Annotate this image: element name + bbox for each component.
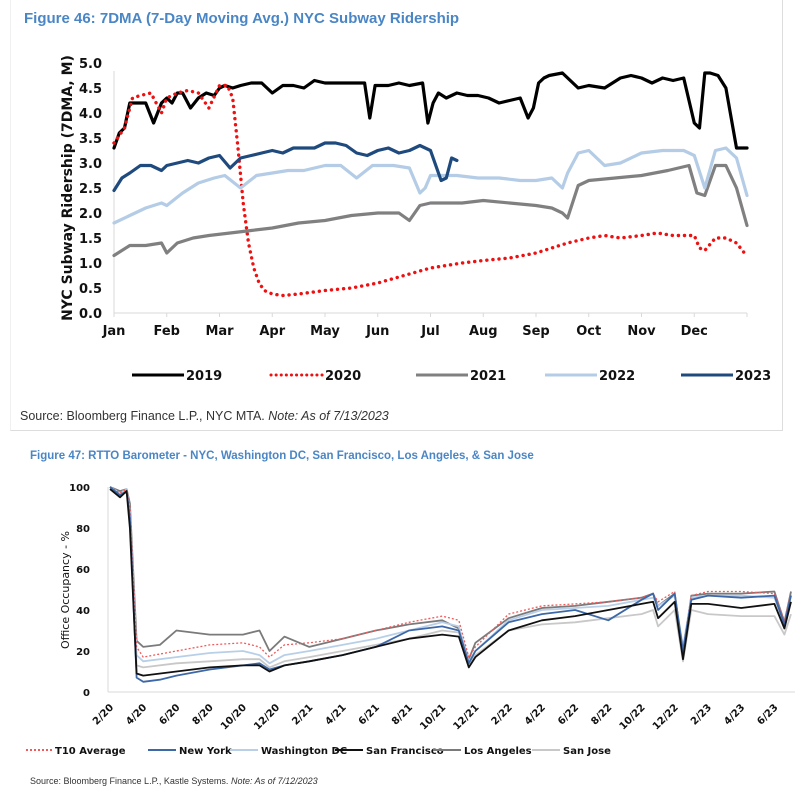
y-tick-label: 5.0	[79, 57, 102, 72]
y-tick-label: 20	[76, 647, 90, 658]
x-tick-label: 12/21	[451, 702, 481, 732]
x-tick-label: Aug	[469, 324, 498, 339]
series-line-new-york	[109, 486, 792, 683]
y-tick-label: 1.5	[79, 232, 102, 247]
x-tick-label: Feb	[154, 324, 180, 339]
legend-label-san-francisco: San Francisco	[366, 746, 444, 757]
y-tick-label: 2.0	[79, 207, 102, 222]
series-line-san-francisco	[109, 488, 792, 677]
series-line-2019	[112, 71, 749, 150]
series-line-2022	[112, 146, 749, 225]
x-tick-label: May	[310, 324, 340, 339]
x-tick-label: 4/20	[124, 702, 149, 727]
x-tick-label: 12/20	[252, 702, 282, 732]
y-tick-label: 40	[76, 606, 90, 617]
figure-47-title: Figure 47: RTTO Barometer - NYC, Washing…	[30, 450, 534, 462]
y-tick-label: 0.5	[79, 282, 102, 297]
x-tick-label: 2/22	[490, 702, 515, 727]
x-tick-label: Jun	[365, 324, 389, 339]
figure-46-source: Source: Bloomberg Finance L.P., NYC MTA.…	[20, 409, 389, 423]
series-line-2023	[112, 141, 459, 193]
x-tick-label: 12/22	[651, 702, 681, 732]
legend-label-t10-average: T10 Average	[55, 746, 126, 757]
series-line-2020	[112, 83, 747, 298]
x-tick-label: 6/20	[157, 702, 182, 727]
legend-label-washington-dc: Washington DC	[261, 746, 347, 757]
x-tick-label: 4/21	[324, 702, 349, 727]
x-tick-label: 10/22	[618, 702, 648, 732]
figure-46-note: Note: As of 7/13/2023	[268, 409, 389, 423]
y-tick-label: 0	[83, 688, 90, 699]
x-tick-label: Sep	[522, 324, 550, 339]
x-tick-label: Nov	[627, 324, 656, 339]
x-tick-label: 8/21	[390, 702, 415, 727]
y-tick-label: 100	[69, 483, 90, 494]
x-tick-label: 6/23	[755, 702, 780, 727]
x-tick-label: 6/22	[556, 702, 581, 727]
x-tick-label: Oct	[576, 324, 601, 339]
figure-47-source: Source: Bloomberg Finance L.P., Kastle S…	[30, 776, 318, 786]
legend-label-2022: 2022	[599, 369, 635, 384]
x-tick-label: 8/22	[589, 702, 614, 727]
x-tick-label: Mar	[205, 324, 234, 339]
figure-46-source-text: Source: Bloomberg Finance L.P., NYC MTA.	[20, 409, 265, 423]
legend-label-los-angeles: Los Angeles	[464, 746, 532, 757]
x-tick-label: 4/22	[523, 702, 548, 727]
x-tick-label: Jul	[420, 324, 440, 339]
x-tick-label: Apr	[259, 324, 285, 339]
y-tick-label: 4.0	[79, 107, 102, 122]
x-tick-label: Jan	[102, 324, 126, 339]
legend-label-2023: 2023	[735, 369, 771, 384]
series-line-2021	[112, 163, 749, 258]
legend-label-new-york: New York	[179, 746, 232, 757]
x-tick-label: 2/21	[290, 702, 315, 727]
figure-46-panel	[10, 0, 783, 431]
y-tick-label: 0.0	[79, 307, 102, 322]
figure-47-source-text: Source: Bloomberg Finance L.P., Kastle S…	[30, 776, 229, 786]
figure-47-note: Note: As of 7/12/2023	[230, 776, 318, 786]
y-tick-label: 4.5	[79, 82, 102, 97]
y-axis-label: Office Occupancy - %	[59, 531, 72, 649]
x-tick-label: 10/20	[219, 702, 249, 732]
subway-ridership-chart: 0.0 0.5 1.0 1.5 2.0 2.5 3.0 3.5 4.0 4.5 5.0 Jan Feb M…	[60, 55, 771, 384]
legend-label-2021: 2021	[470, 369, 506, 384]
legend-label-san-jose: San Jose	[563, 746, 611, 757]
y-tick-label: 3.0	[79, 157, 102, 172]
y-tick-label: 60	[76, 565, 90, 576]
series-line-los-angeles	[109, 486, 792, 661]
x-tick-label: 2/23	[689, 702, 714, 727]
x-tick-label: 8/20	[191, 702, 216, 727]
x-tick-label: 10/21	[418, 702, 448, 732]
y-tick-label: 80	[76, 524, 90, 535]
legend-label-2019: 2019	[186, 369, 222, 384]
x-tick-label: Dec	[681, 324, 708, 339]
y-tick-label: 3.5	[79, 132, 102, 147]
y-tick-label: 2.5	[79, 182, 102, 197]
series-line-washington-dc	[109, 486, 792, 665]
x-tick-label: 2/20	[91, 702, 116, 727]
figure-46-title: Figure 46: 7DMA (7-Day Moving Avg.) NYC …	[24, 10, 460, 27]
x-tick-label: 4/23	[722, 702, 747, 727]
x-tick-label: 6/21	[357, 702, 382, 727]
y-axis-label: NYC Subway Ridership (7DMA, M)	[60, 55, 76, 321]
legend-label-2020: 2020	[325, 369, 361, 384]
series-line-san-jose	[109, 488, 792, 669]
y-tick-label: 1.0	[79, 257, 102, 272]
